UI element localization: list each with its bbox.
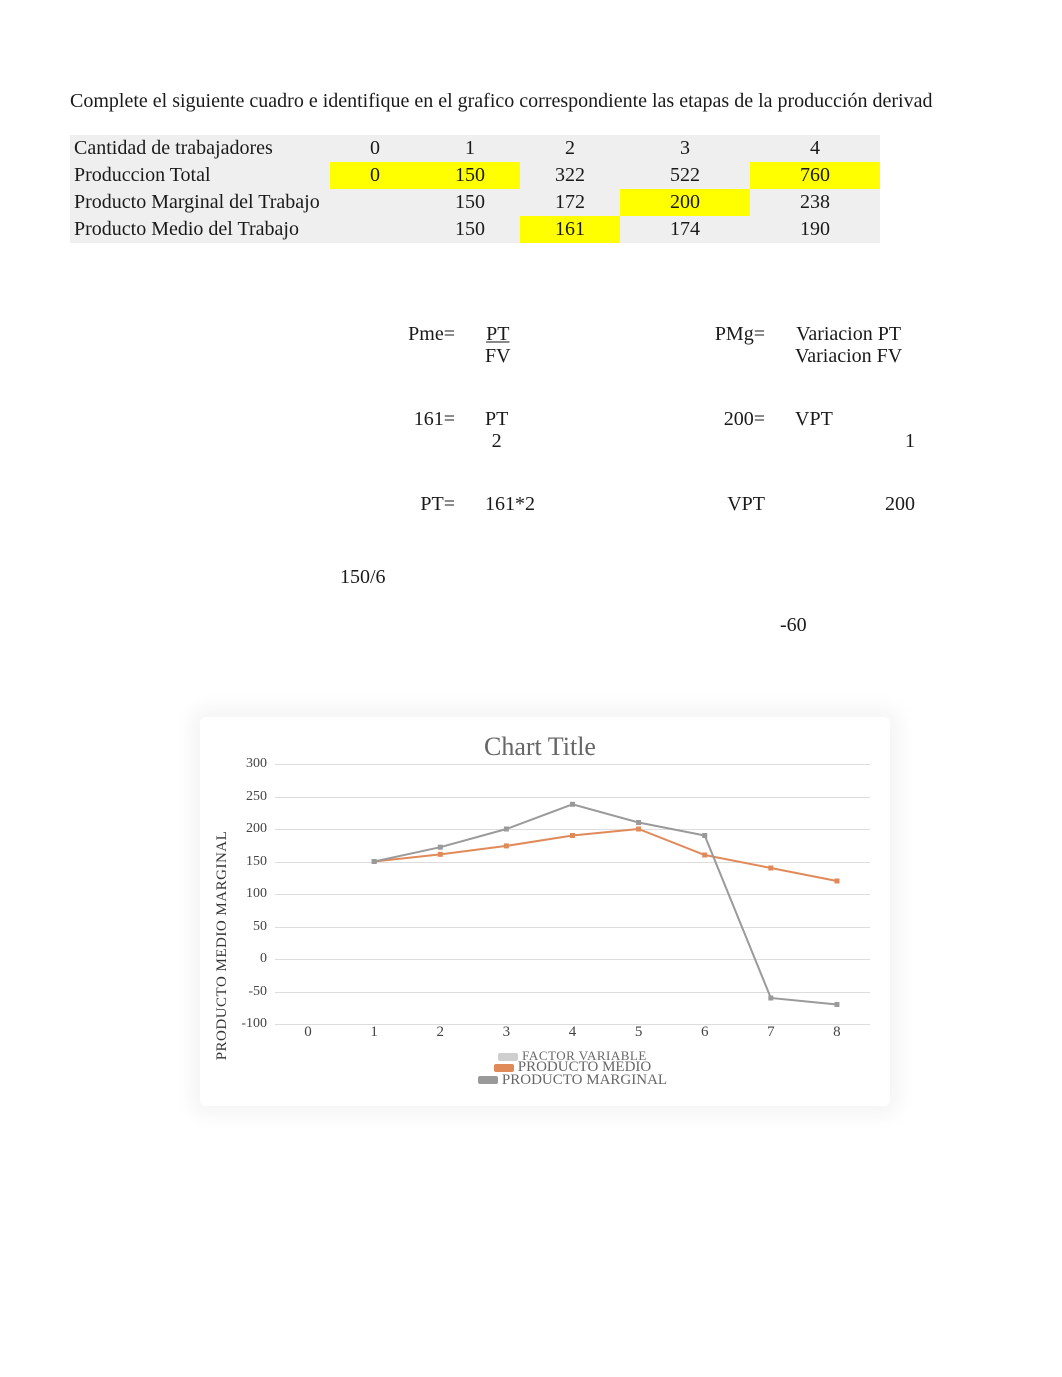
chart-series-marker [702, 833, 707, 838]
pt-label: PT= [325, 493, 485, 516]
chart-ytick: -100 [241, 1016, 267, 1032]
pme-val-den: 2 [485, 430, 508, 452]
table-cell: 0 [330, 162, 420, 189]
production-table: Cantidad de trabajadores01234 Produccion … [70, 135, 880, 243]
chart-series-marker [372, 859, 377, 864]
chart-container: Chart Title PRODUCTO MEDIO MARGINAL -100… [200, 717, 890, 1106]
chart-legend: FACTOR VARIABLEPRODUCTO MEDIOPRODUCTO MA… [275, 1049, 870, 1088]
chart-ytick: 250 [246, 789, 267, 805]
table-cell: 322 [520, 162, 620, 189]
table-cell: 522 [620, 162, 750, 189]
table-cell: 150 [420, 216, 520, 243]
table-cell: 238 [750, 189, 880, 216]
chart-series-marker [504, 827, 509, 832]
pmg-val-den: 1 [795, 430, 915, 452]
table-row-label: Producto Medio del Trabajo [70, 216, 330, 243]
chart-ytick: 100 [246, 886, 267, 902]
table-cell [330, 189, 420, 216]
legend-swatch [478, 1076, 498, 1084]
calc-left: 150/6 [340, 566, 992, 589]
chart-series-line [374, 804, 837, 1004]
chart-series-marker [768, 866, 773, 871]
chart-ytick: 0 [260, 951, 267, 967]
chart-xtick: 8 [804, 1024, 870, 1041]
chart-series-marker [438, 852, 443, 857]
pme-den: FV [485, 345, 511, 367]
table-cell: 4 [750, 135, 880, 162]
vpt-val: 200 [795, 493, 915, 516]
chart-series-marker [834, 1002, 839, 1007]
chart-xtick: 4 [539, 1024, 605, 1041]
table-cell: 3 [620, 135, 750, 162]
chart-series-marker [768, 996, 773, 1001]
chart-series-marker [504, 843, 509, 848]
chart-xtick: 2 [407, 1024, 473, 1041]
table-cell: 760 [750, 162, 880, 189]
chart-series-marker [702, 853, 707, 858]
chart-xtick: 5 [606, 1024, 672, 1041]
pme-num: PT [485, 323, 511, 345]
chart-series-marker [438, 845, 443, 850]
table-cell: 1 [420, 135, 520, 162]
chart-ytick: 150 [246, 854, 267, 870]
pme-label: Pme= [325, 323, 485, 368]
chart-series-marker [570, 802, 575, 807]
table-cell: 200 [620, 189, 750, 216]
chart-plot-area: -100-50050100150200250300 [235, 764, 870, 1024]
chart-series-line [374, 829, 837, 881]
chart-ytick: 300 [246, 756, 267, 772]
pmg-den: Variacion FV [795, 345, 902, 367]
chart-xtick: 0 [275, 1024, 341, 1041]
calc-right: -60 [780, 614, 992, 637]
chart-xtick: 1 [341, 1024, 407, 1041]
table-cell: 161 [520, 216, 620, 243]
table-row-label: Produccion Total [70, 162, 330, 189]
table-cell [330, 216, 420, 243]
pme-val-label: 161= [325, 408, 485, 453]
table-cell: 190 [750, 216, 880, 243]
chart-ytick: 200 [246, 821, 267, 837]
chart-series-marker [570, 833, 575, 838]
chart-series-marker [834, 879, 839, 884]
table-cell: 150 [420, 189, 520, 216]
table-cell: 174 [620, 216, 750, 243]
chart-legend-item: PRODUCTO MARGINAL [478, 1072, 667, 1089]
chart-series-marker [636, 827, 641, 832]
table-cell: 150 [420, 162, 520, 189]
table-cell: 0 [330, 135, 420, 162]
instruction-text: Complete el siguiente cuadro e identifiq… [70, 90, 992, 113]
table-row-label: Cantidad de trabajadores [70, 135, 330, 162]
vpt-label: VPT [625, 493, 795, 516]
chart-title: Chart Title [210, 732, 870, 762]
table-cell: 2 [520, 135, 620, 162]
chart-xticks: 012345678 [275, 1024, 870, 1041]
pmg-label: PMg= [625, 323, 795, 368]
chart-ytick: -50 [248, 984, 267, 1000]
legend-swatch [494, 1064, 514, 1072]
chart-xtick: 7 [738, 1024, 804, 1041]
pmg-num: Variacion PT [795, 323, 902, 345]
chart-series-marker [636, 820, 641, 825]
legend-label: PRODUCTO MARGINAL [502, 1072, 667, 1088]
chart-ytick: 50 [253, 919, 267, 935]
formulas-block: Pme= PT FV PMg= Variacion PT Variacion F… [325, 323, 992, 516]
pmg-val-num: VPT [795, 408, 915, 430]
table-row-label: Producto Marginal del Trabajo [70, 189, 330, 216]
table-cell: 172 [520, 189, 620, 216]
chart-ylabel: PRODUCTO MEDIO MARGINAL [210, 764, 235, 1096]
chart-xtick: 3 [473, 1024, 539, 1041]
chart-xtick: 6 [672, 1024, 738, 1041]
pme-val-num: PT [485, 408, 508, 430]
pt-val: 161*2 [485, 493, 625, 516]
pmg-val-label: 200= [625, 408, 795, 453]
